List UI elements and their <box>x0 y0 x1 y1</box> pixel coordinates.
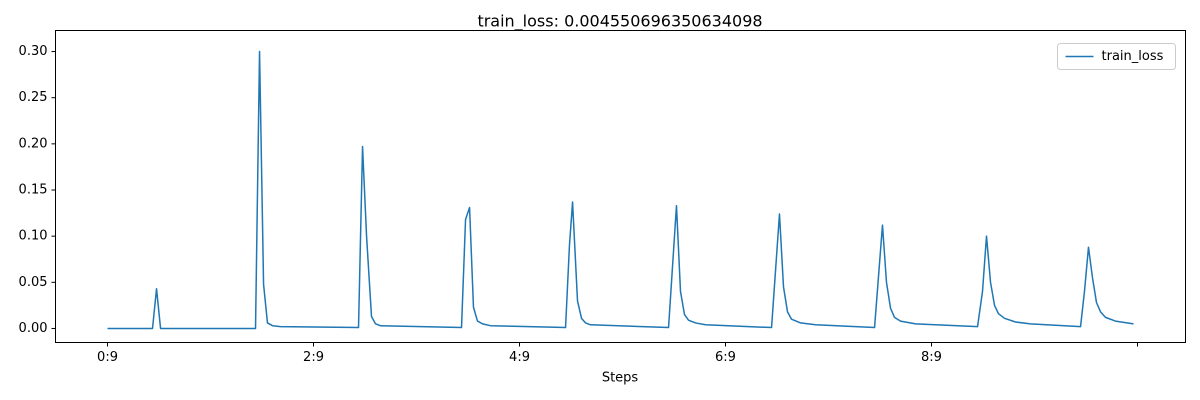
y-tick-label: 0.05 <box>19 275 48 290</box>
y-tick-label: 0.25 <box>19 90 48 105</box>
y-tick-label: 0.10 <box>19 229 48 244</box>
x-axis-label: Steps <box>602 371 639 386</box>
y-tick-label: 0.20 <box>19 136 48 151</box>
legend-label: train_loss <box>1102 49 1164 64</box>
x-tick-label: 2:9 <box>303 350 324 365</box>
x-tick-label: 8:9 <box>921 350 942 365</box>
legend-box <box>1057 43 1176 70</box>
y-tick-label: 0.30 <box>19 44 48 59</box>
chart-title: train_loss: 0.004550696350634098 <box>477 12 762 32</box>
plot-frame <box>55 30 1186 343</box>
x-tick-label: 6:9 <box>715 350 736 365</box>
x-tick-label: 0:9 <box>97 350 118 365</box>
y-tick-label: 0.15 <box>19 183 48 198</box>
line-series <box>107 50 1134 330</box>
y-tick-label: 0.00 <box>19 321 48 336</box>
x-tick-label: 4:9 <box>509 350 530 365</box>
